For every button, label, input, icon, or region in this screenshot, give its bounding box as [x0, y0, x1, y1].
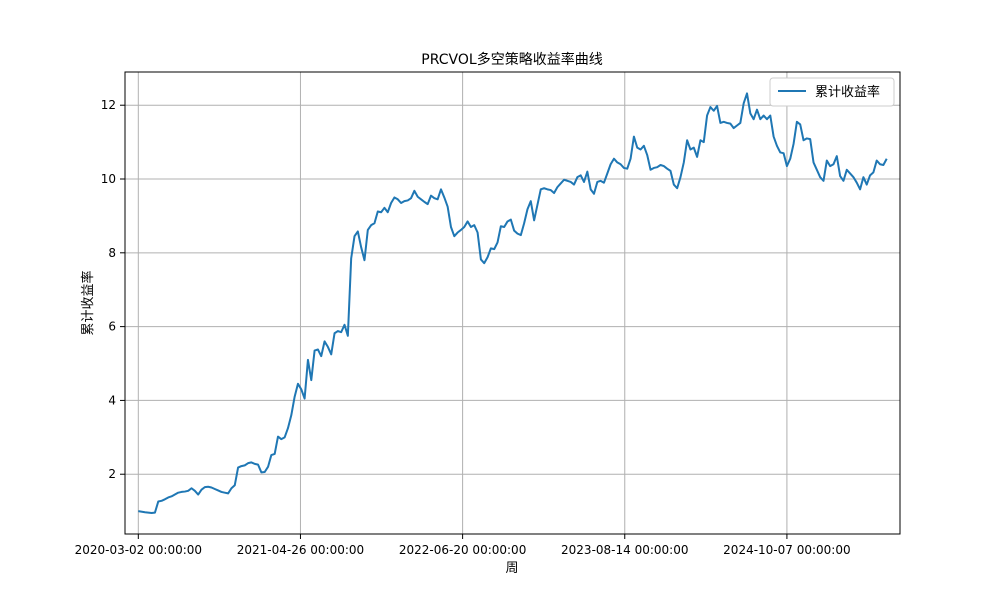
x-tick-label: 2021-04-26 00:00:00: [237, 543, 364, 557]
x-tick-label: 2023-08-14 00:00:00: [561, 543, 688, 557]
x-tick-label: 2020-03-02 00:00:00: [75, 543, 202, 557]
axis-ticks: 2020-03-02 00:00:00 2021-04-26 00:00:00 20…: [75, 98, 851, 557]
y-tick-label: 10: [101, 172, 116, 186]
x-axis-title: 周: [505, 561, 518, 576]
y-tick-label: 12: [101, 98, 116, 112]
y-axis-title: 累计收益率: [80, 270, 96, 335]
legend: 累计收益率: [769, 77, 895, 107]
x-tick-label: 2024-10-07 00:00:00: [723, 543, 850, 557]
legend-box: [769, 77, 895, 107]
plot-frame: [124, 71, 901, 535]
y-tick-label: 6: [108, 320, 116, 334]
grid-lines: [125, 72, 900, 534]
y-tick-label: 2: [108, 467, 116, 481]
y-tick-label: 4: [108, 393, 116, 407]
plot-background: [125, 72, 900, 534]
y-tick-label: 8: [108, 246, 116, 260]
series-line-cumulative-return: [138, 92, 888, 514]
chart-title: PRCVOL多空策略收益率曲线: [421, 51, 602, 68]
x-tick-label: 2022-06-20 00:00:00: [399, 543, 526, 557]
legend-label: 累计收益率: [815, 84, 880, 100]
